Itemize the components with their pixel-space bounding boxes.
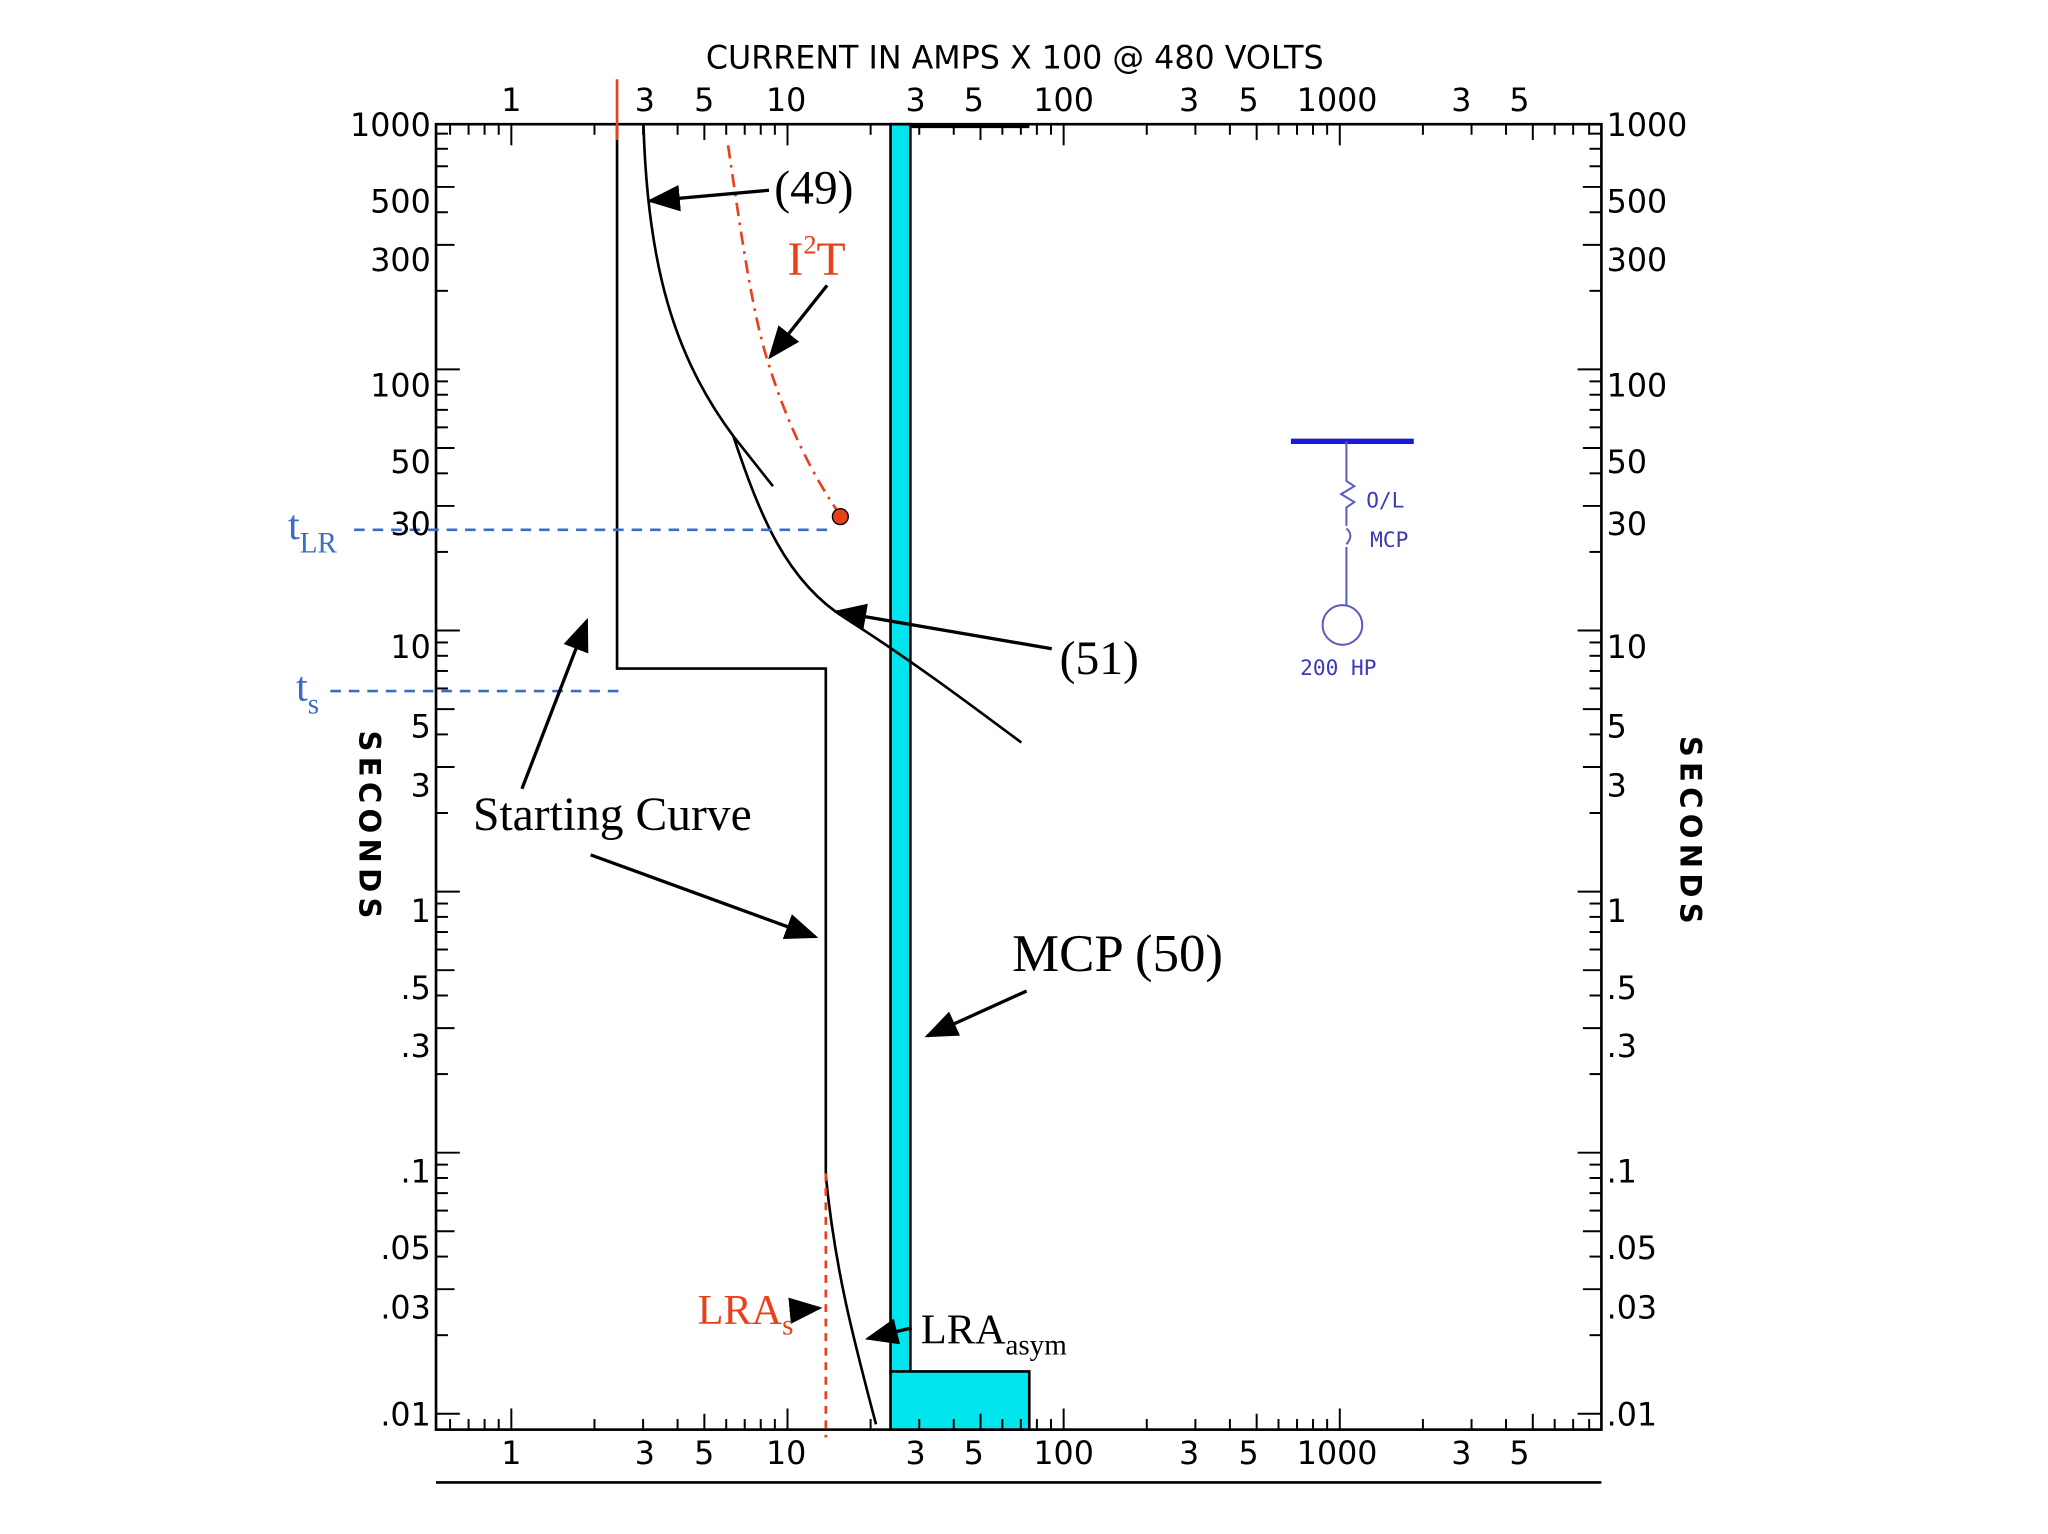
x-tick-label-top: 10 — [766, 83, 806, 119]
y-tick-label-right: .01 — [1607, 1398, 1657, 1434]
mcp-instant — [889, 1370, 1031, 1431]
x-tick-label-bottom: 100 — [1033, 1436, 1094, 1472]
x-tick-label-top: 5 — [964, 83, 984, 119]
x-tick-label-top: 1 — [501, 83, 521, 119]
y-tick-label-right: 30 — [1607, 507, 1647, 543]
arrows — [520, 185, 1053, 1345]
x-tick-label-bottom: 5 — [1509, 1436, 1529, 1472]
y-tick-label-left: 500 — [370, 185, 431, 221]
label-i2t: I2T — [787, 230, 845, 286]
x-tick-label-bottom: 5 — [694, 1436, 714, 1472]
label-ts: ts — [296, 663, 319, 720]
y-tick-label-right: 500 — [1607, 185, 1668, 221]
label-49: (49) — [774, 162, 853, 214]
i2t-point — [831, 508, 849, 526]
x-tick-label-top: 5 — [694, 83, 714, 119]
y-tick-label-left: .5 — [400, 971, 430, 1007]
x-tick-label-top: 3 — [1451, 83, 1471, 119]
y-tick-label-left: .1 — [400, 1155, 430, 1191]
y-tick-label-right: 100 — [1607, 368, 1668, 404]
x-tick-label-bottom: 3 — [906, 1436, 926, 1472]
y-tick-label-right: 1 — [1607, 894, 1627, 930]
y-tick-label-right: .05 — [1607, 1231, 1657, 1267]
x-tick-label-top: 5 — [1239, 83, 1259, 119]
y-tick-label-left: .05 — [380, 1231, 430, 1267]
title: CURRENT IN AMPS X 100 @ 480 VOLTS — [706, 41, 1324, 77]
x-tick-label-bottom: 3 — [1451, 1436, 1471, 1472]
y-tick-label-left: 5 — [411, 709, 431, 745]
x-tick-label-bottom: 1 — [501, 1436, 521, 1472]
label-mcp: MCP (50) — [1012, 925, 1223, 983]
x-tick-label-bottom: 10 — [766, 1436, 806, 1472]
y-axis-label-left: SECONDS — [352, 731, 386, 924]
y-tick-label-right: .03 — [1607, 1291, 1657, 1327]
y-tick-label-left: 30 — [390, 507, 430, 543]
x-tick-label-bottom: 3 — [1179, 1436, 1199, 1472]
label-lras: LRAs — [698, 1287, 794, 1342]
y-tick-label-left: 50 — [390, 445, 430, 481]
y-tick-label-left: 1 — [411, 894, 431, 930]
curve-51 — [732, 435, 1023, 744]
y-tick-label-right: 10 — [1607, 630, 1647, 666]
y-tick-label-right: .5 — [1607, 971, 1637, 1007]
starting-curve — [615, 124, 878, 1425]
x-tick-label-bottom: 3 — [635, 1436, 655, 1472]
y-tick-label-right: .3 — [1607, 1029, 1637, 1065]
y-tick-label-left: 1000 — [350, 108, 431, 144]
x-tick-label-top: 3 — [1179, 83, 1199, 119]
y-tick-label-right: 50 — [1607, 445, 1647, 481]
y-tick-label-left: .3 — [400, 1029, 430, 1065]
y-tick-label-left: 3 — [411, 769, 431, 805]
plot-box — [434, 122, 1603, 1431]
y-tick-label-left: .03 — [380, 1291, 430, 1327]
label-tlr: tLR — [288, 502, 337, 559]
curve-49 — [642, 124, 774, 488]
y-tick-label-left: 300 — [370, 243, 431, 279]
y-axis-label-right: SECONDS — [1674, 736, 1708, 929]
y-tick-label-right: 1000 — [1607, 108, 1688, 144]
label-lraasym: LRAasym — [921, 1307, 1067, 1362]
x-tick-label-top: 5 — [1509, 83, 1529, 119]
x-tick-label-top: 3 — [906, 83, 926, 119]
y-tick-label-right: 300 — [1607, 243, 1668, 279]
ol-label: O/L — [1366, 487, 1404, 512]
mcp-band — [889, 122, 912, 1376]
x-tick-label-bottom: 1000 — [1297, 1436, 1378, 1472]
y-tick-label-left: .01 — [380, 1398, 430, 1434]
label-51: (51) — [1060, 633, 1139, 685]
mcp-label: MCP — [1370, 527, 1408, 552]
motor-label: 200 HP — [1300, 655, 1376, 680]
x-tick-label-top: 3 — [635, 83, 655, 119]
x-tick-label-top: 100 — [1033, 83, 1094, 119]
y-tick-label-right: .1 — [1607, 1155, 1637, 1191]
feeder — [1339, 441, 1357, 606]
x-tick-label-bottom: 5 — [1239, 1436, 1259, 1472]
i2t-curve — [726, 145, 842, 517]
y-tick-label-right: 3 — [1607, 769, 1627, 805]
x-tick-label-top: 1000 — [1297, 83, 1378, 119]
y-tick-label-right: 5 — [1607, 709, 1627, 745]
y-tick-label-left: 10 — [390, 630, 430, 666]
label-starting: Starting Curve — [473, 789, 752, 841]
motor-symbol — [1321, 604, 1364, 646]
x-tick-label-bottom: 5 — [964, 1436, 984, 1472]
y-tick-label-left: 100 — [370, 368, 431, 404]
